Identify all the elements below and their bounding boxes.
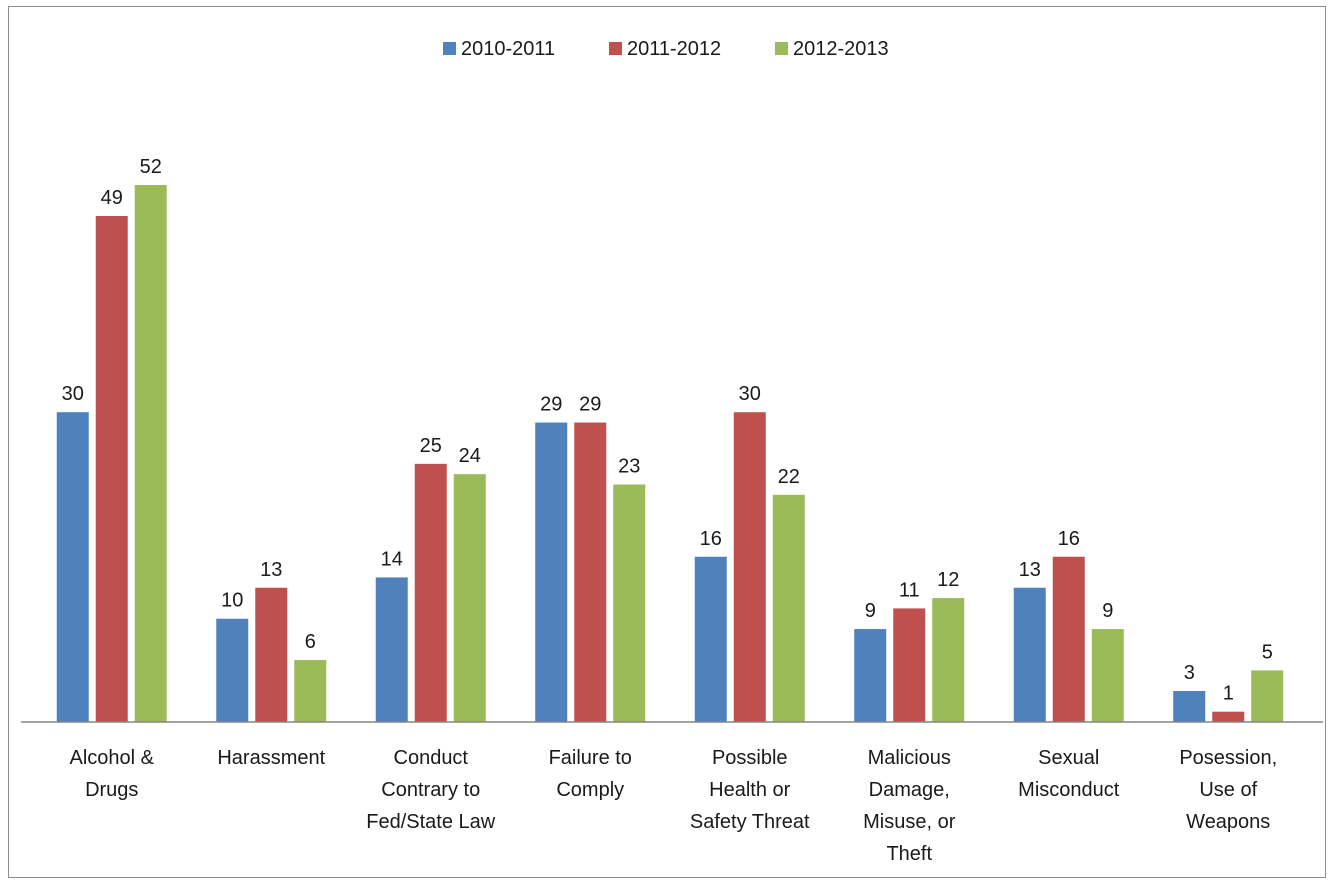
data-label-2012-2013-3: 23 — [618, 455, 640, 477]
legend-swatch-2010-2011 — [443, 42, 456, 55]
data-label-2010-2011-4: 16 — [700, 528, 722, 550]
bar-2011-2012-5 — [893, 608, 926, 722]
bar-2011-2012-2 — [414, 463, 447, 722]
bar-2011-2012-4 — [733, 412, 766, 722]
data-label-2011-2012-1: 13 — [260, 559, 282, 581]
bar-2012-2013-5 — [932, 598, 965, 722]
bar-chart: 2010-2011 2011-2012 2012-2013 304952101361… — [21, 38, 1323, 865]
bar-2012-2013-6 — [1091, 629, 1124, 722]
bar-2010-2011-6 — [1013, 587, 1046, 722]
data-label-2011-2012-3: 29 — [579, 394, 601, 416]
data-label-2011-2012-7: 1 — [1223, 683, 1234, 705]
data-label-2012-2013-6: 9 — [1102, 600, 1113, 622]
category-label-5-line-2: Misuse, or — [863, 811, 956, 833]
chart-frame: 2010-2011 2011-2012 2012-2013 30 49 52 10 13 6 1… — [8, 6, 1326, 878]
category-labels: Alcohol & Drugs Harassment Conduct Contrary … — [70, 747, 1278, 865]
bar-2012-2013-1 — [294, 660, 327, 722]
category-label-3-line-0: Failure to — [549, 747, 632, 769]
category-label-4-line-2: Safety Threat — [690, 811, 810, 833]
bar-2011-2012-6 — [1052, 556, 1085, 722]
bar-2010-2011-2 — [375, 577, 408, 722]
data-label-2010-2011-7: 3 — [1184, 662, 1195, 684]
data-label-2012-2013-1: 6 — [305, 631, 316, 653]
category-label-7-line-1: Use of — [1199, 779, 1257, 801]
data-label-2011-2012-0: 49 — [101, 187, 123, 209]
data-label-2011-2012-5: 11 — [899, 579, 920, 601]
bar-2010-2011-1 — [216, 618, 249, 722]
bar-2010-2011-7 — [1173, 691, 1206, 722]
data-label-2010-2011-1: 10 — [221, 590, 243, 612]
bar-2012-2013-2 — [453, 474, 486, 722]
legend: 2010-2011 2011-2012 2012-2013 — [443, 38, 889, 60]
category-label-1-line-0: Harassment — [217, 747, 325, 769]
category-label-2-line-1: Contrary to — [381, 779, 480, 801]
category-label-0-line-0: Alcohol & — [70, 747, 155, 769]
legend-swatch-2012-2013 — [775, 42, 788, 55]
data-label-2011-2012-4: 30 — [739, 383, 761, 405]
data-label-2010-2011-6: 13 — [1019, 559, 1041, 581]
data-label-2012-2013-7: 5 — [1262, 641, 1273, 663]
bar-2011-2012-1 — [255, 587, 288, 722]
data-label-2010-2011-3: 29 — [540, 394, 562, 416]
bar-2011-2012-3 — [574, 422, 607, 722]
bars — [56, 185, 1284, 722]
legend-label-2012-2013: 2012-2013 — [793, 38, 889, 60]
legend-swatch-2011-2012 — [609, 42, 622, 55]
legend-label-2011-2012: 2011-2012 — [627, 38, 721, 60]
data-label-2012-2013-4: 22 — [778, 466, 800, 488]
data-label-2011-2012-2: 25 — [420, 435, 442, 457]
bar-2010-2011-5 — [854, 629, 887, 722]
category-label-2-line-2: Fed/State Law — [366, 811, 496, 833]
category-label-4-line-1: Health or — [709, 779, 790, 801]
bar-2012-2013-0 — [134, 185, 167, 722]
category-label-7-line-0: Posession, — [1179, 747, 1277, 769]
category-label-4-line-0: Possible — [712, 747, 788, 769]
category-label-0-line-1: Drugs — [85, 779, 138, 801]
data-label-2011-2012-6: 16 — [1058, 528, 1080, 550]
bar-2010-2011-3 — [535, 422, 568, 722]
bar-2012-2013-4 — [772, 494, 805, 722]
category-label-5-line-0: Malicious — [868, 747, 951, 769]
data-label-2012-2013-2: 24 — [459, 445, 481, 467]
bar-2010-2011-0 — [56, 412, 89, 722]
data-label-2010-2011-0: 30 — [62, 383, 84, 405]
legend-label-2010-2011: 2010-2011 — [461, 38, 555, 60]
bar-2011-2012-0 — [95, 215, 128, 722]
category-label-5-line-3: Theft — [886, 843, 932, 865]
category-label-6-line-1: Misconduct — [1018, 779, 1120, 801]
data-label-2012-2013-0: 52 — [140, 156, 162, 178]
bar-2012-2013-7 — [1251, 670, 1284, 722]
category-label-6-line-0: Sexual — [1038, 747, 1099, 769]
data-label-2012-2013-5: 12 — [937, 569, 959, 591]
data-labels: 30 49 52 10 13 6 14 25 24 29 29 23 16 30 22 9 11 12 13 16 9 3… — [62, 156, 1273, 705]
category-label-5-line-1: Damage, — [869, 779, 950, 801]
bar-2011-2012-7 — [1212, 711, 1245, 722]
data-label-2010-2011-2: 14 — [381, 548, 403, 570]
category-label-3-line-1: Comply — [556, 779, 624, 801]
category-label-2-line-0: Conduct — [394, 747, 469, 769]
bar-2012-2013-3 — [613, 484, 646, 722]
bar-2010-2011-4 — [694, 556, 727, 722]
category-label-7-line-2: Weapons — [1186, 811, 1270, 833]
data-label-2010-2011-5: 9 — [865, 600, 876, 622]
